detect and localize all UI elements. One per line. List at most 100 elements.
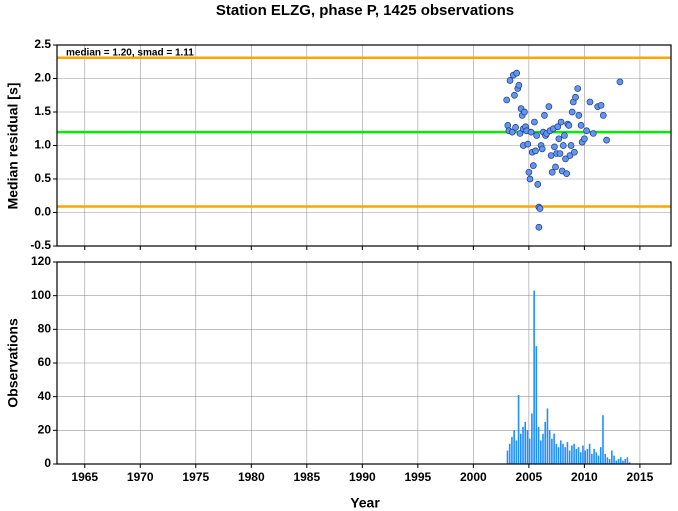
frame: [56, 44, 672, 247]
bar: [595, 452, 598, 464]
point: [529, 162, 537, 169]
bar: [619, 457, 622, 464]
bar: [515, 440, 518, 464]
point: [583, 127, 590, 135]
bar: [599, 447, 602, 464]
point: [557, 118, 565, 126]
point: [586, 98, 594, 106]
bar: [519, 433, 522, 464]
bar: [531, 413, 533, 464]
point: [541, 111, 548, 119]
bar: [526, 430, 529, 464]
point: [603, 136, 610, 144]
point: [524, 140, 532, 148]
y-tick-label: 60: [38, 355, 52, 369]
x-tick-label: 2015: [627, 470, 654, 484]
y-tick-label: 2.5: [34, 37, 51, 51]
point: [548, 168, 556, 176]
bar: [542, 433, 544, 464]
x-tick-label: 1970: [127, 470, 154, 484]
bar: [546, 408, 549, 464]
point: [599, 111, 607, 119]
y-tick-label: 100: [31, 288, 51, 302]
point: [508, 128, 516, 136]
point: [533, 132, 541, 139]
bar: [626, 457, 629, 464]
bar: [539, 440, 542, 464]
x-tick-label: 1985: [293, 470, 320, 484]
point: [572, 93, 579, 101]
point: [555, 135, 563, 143]
x-tick-label: 1990: [349, 470, 376, 484]
point: [565, 122, 573, 129]
point: [526, 175, 534, 183]
point: [554, 123, 562, 131]
point: [532, 147, 539, 155]
point: [504, 122, 512, 129]
bar: [544, 421, 547, 464]
point: [545, 103, 553, 110]
bar: [535, 346, 538, 464]
point: [616, 78, 624, 86]
bar: [506, 450, 509, 464]
bar: [537, 426, 540, 464]
point: [566, 152, 574, 159]
y-tick-label: 0: [44, 456, 51, 470]
bar: [577, 447, 580, 464]
bar: [615, 460, 618, 464]
point: [577, 122, 585, 129]
point: [551, 143, 558, 151]
point: [513, 69, 521, 77]
bar: [606, 457, 609, 464]
bar: [555, 443, 558, 464]
bar: [557, 447, 560, 464]
point: [574, 85, 582, 92]
y-tick-label: 2.0: [34, 71, 51, 85]
x-tick-label: 1975: [182, 470, 209, 484]
bar: [551, 438, 553, 464]
bar: [528, 438, 531, 464]
annotation: median = 1.20, smad = 1.11: [66, 48, 194, 59]
y-tick-label: 1.5: [34, 104, 51, 118]
x-tick-label: 2010: [571, 470, 598, 484]
frame: [56, 261, 672, 465]
x-tick-label: 1965: [71, 470, 98, 484]
bar: [524, 421, 527, 464]
point: [562, 155, 569, 163]
bar: [591, 453, 593, 464]
bar: [573, 443, 575, 464]
bar: [575, 448, 578, 464]
point: [568, 108, 576, 116]
point: [581, 135, 588, 143]
y-tick-label: 40: [38, 389, 52, 403]
bar: [511, 437, 513, 464]
point: [515, 81, 523, 89]
bar: [604, 453, 606, 464]
bar: [593, 448, 595, 464]
point: [503, 96, 511, 104]
point: [552, 163, 559, 171]
bar: [608, 458, 611, 464]
point: [556, 150, 564, 157]
point: [597, 101, 605, 109]
y-tick-label: -0.5: [30, 238, 51, 252]
y-tick-label: 120: [31, 254, 51, 268]
bar: [602, 415, 604, 464]
point: [506, 77, 514, 84]
bar: [611, 450, 613, 464]
point: [511, 91, 518, 99]
point: [567, 142, 575, 149]
bar: [597, 455, 600, 464]
point: [516, 130, 524, 137]
chart-title: Station ELZG, phase P, 1425 observations: [216, 2, 514, 19]
y-tick-label: 80: [38, 322, 52, 336]
bar: [553, 433, 555, 464]
point: [535, 223, 543, 231]
bar: [584, 450, 586, 464]
bar: [559, 440, 562, 464]
bar: [588, 443, 591, 464]
bar: [548, 430, 551, 464]
bar: [533, 290, 535, 464]
point: [536, 205, 544, 212]
